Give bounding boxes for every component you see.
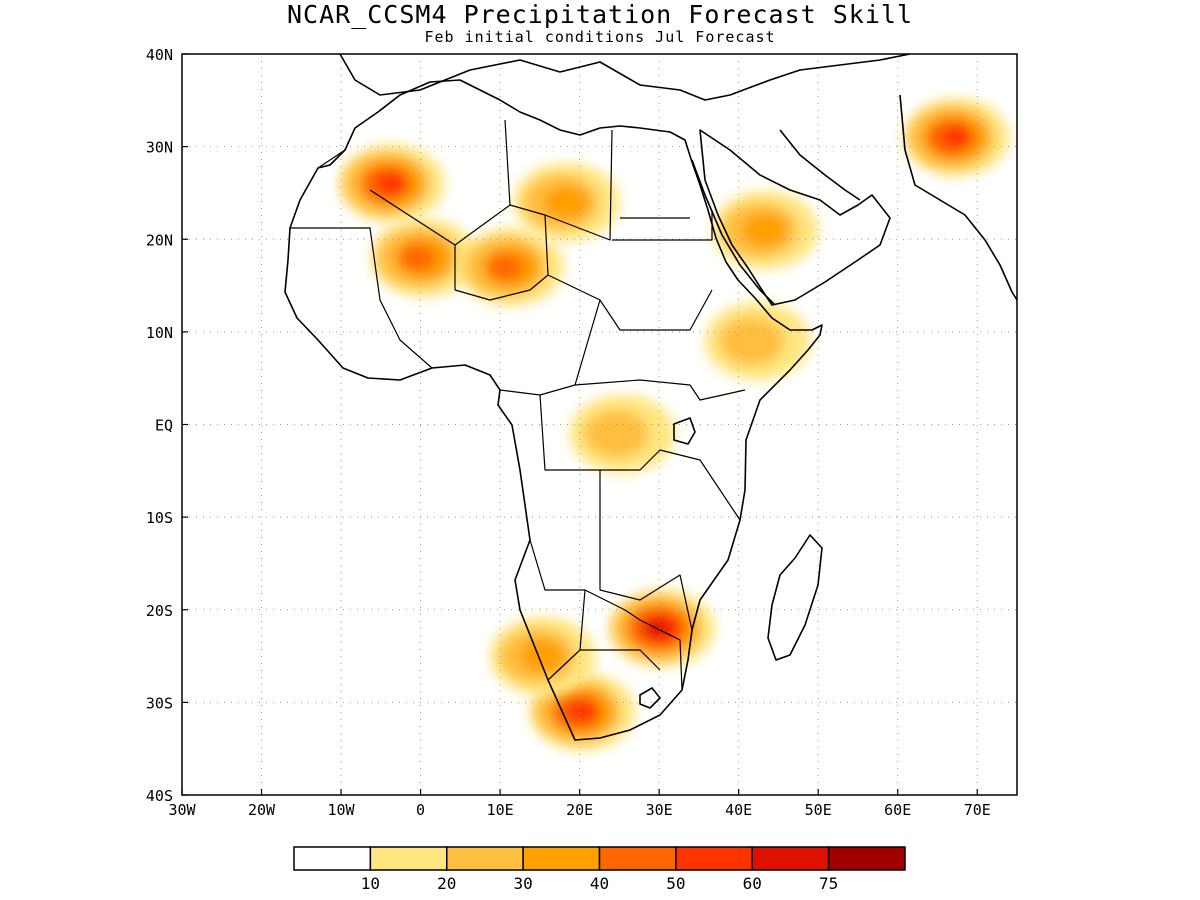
y-tick-label: 20N — [146, 231, 173, 249]
colorbar-swatch — [446, 846, 524, 871]
skill-blob — [458, 227, 564, 307]
skill-contour — [543, 184, 591, 220]
colorbar-tick-label: 60 — [743, 874, 762, 893]
skill-blob — [370, 218, 477, 297]
arabia-coastline — [699, 129, 891, 306]
x-tick-label: 20W — [248, 801, 276, 819]
y-tick-label: 10S — [146, 509, 173, 527]
y-tick-label: 20S — [146, 602, 173, 620]
skill-contour — [519, 638, 567, 674]
lake-victoria — [673, 417, 696, 445]
colorbar-swatch — [293, 846, 372, 871]
skill-contour — [376, 172, 407, 195]
colorbar-tick-label: 50 — [666, 874, 685, 893]
skill-blob — [704, 302, 811, 381]
gulf-coastline — [779, 129, 861, 201]
y-tick-label: 40S — [146, 787, 173, 805]
skill-blob — [489, 616, 596, 696]
colorbar-swatch — [827, 846, 906, 871]
x-tick-label: 30W — [168, 801, 196, 819]
x-tick-label: 40E — [725, 801, 752, 819]
skill-contour — [567, 700, 598, 723]
x-tick-label: 0 — [416, 801, 425, 819]
europe-coastline — [339, 54, 911, 101]
y-tick-label: 30N — [146, 139, 173, 157]
skill-blob — [338, 144, 445, 223]
colorbar-tick-label: 10 — [361, 874, 380, 893]
skill-contour — [941, 126, 972, 149]
x-tick-label: 60E — [884, 801, 911, 819]
skill-contour — [583, 409, 649, 458]
y-tick-label: 30S — [146, 694, 173, 712]
colorbar: 10 20 30 40 50 60 75 — [293, 846, 906, 893]
colorbar-swatch — [369, 846, 448, 871]
skill-blob — [569, 394, 676, 473]
x-tick-label: 50E — [805, 801, 832, 819]
x-axis-ticks: 30W 20W 10W 0 10E 20E 30E 40E 50E 60E 70E — [168, 789, 991, 819]
skill-blob — [513, 163, 620, 242]
south-asia-coastline — [899, 94, 1017, 301]
africa-coastline — [284, 79, 823, 741]
y-tick-label: EQ — [155, 417, 173, 435]
country-borders — [290, 119, 746, 691]
skill-shading-layer — [338, 98, 1010, 751]
skill-blob — [712, 190, 819, 270]
y-tick-label: 10N — [146, 324, 173, 342]
colorbar-swatch — [751, 846, 830, 871]
madagascar-coastline — [767, 534, 823, 661]
x-tick-label: 70E — [964, 801, 991, 819]
colorbar-tick-label: 20 — [437, 874, 456, 893]
colorbar-swatch — [522, 846, 601, 871]
x-tick-label: 30E — [646, 801, 673, 819]
lesotho-border — [639, 687, 661, 709]
skill-contour — [742, 212, 790, 248]
skill-contour — [399, 244, 436, 272]
y-axis-ticks: 40N 30N 20N 10N EQ 10S 20S 30S 40S — [146, 46, 188, 805]
colorbar-tick-label: 75 — [819, 874, 838, 893]
colorbar-tick-label: 40 — [590, 874, 609, 893]
colorbar-swatch — [598, 846, 677, 871]
x-tick-label: 10E — [487, 801, 514, 819]
red-sea-coast — [691, 159, 776, 306]
map-subtitle: Feb initial conditions Jul Forecast — [424, 28, 776, 46]
skill-contour — [486, 253, 524, 281]
colorbar-tick-label: 30 — [513, 874, 532, 893]
coastline-layer — [284, 54, 1017, 741]
x-tick-label: 10W — [328, 801, 356, 819]
map-title: NCAR_CCSM4 Precipitation Forecast Skill — [287, 0, 913, 29]
y-tick-label: 40N — [146, 46, 173, 64]
skill-blob — [903, 98, 1010, 177]
skill-contour — [719, 317, 785, 366]
colorbar-swatch — [675, 846, 753, 871]
x-tick-label: 20E — [566, 801, 593, 819]
